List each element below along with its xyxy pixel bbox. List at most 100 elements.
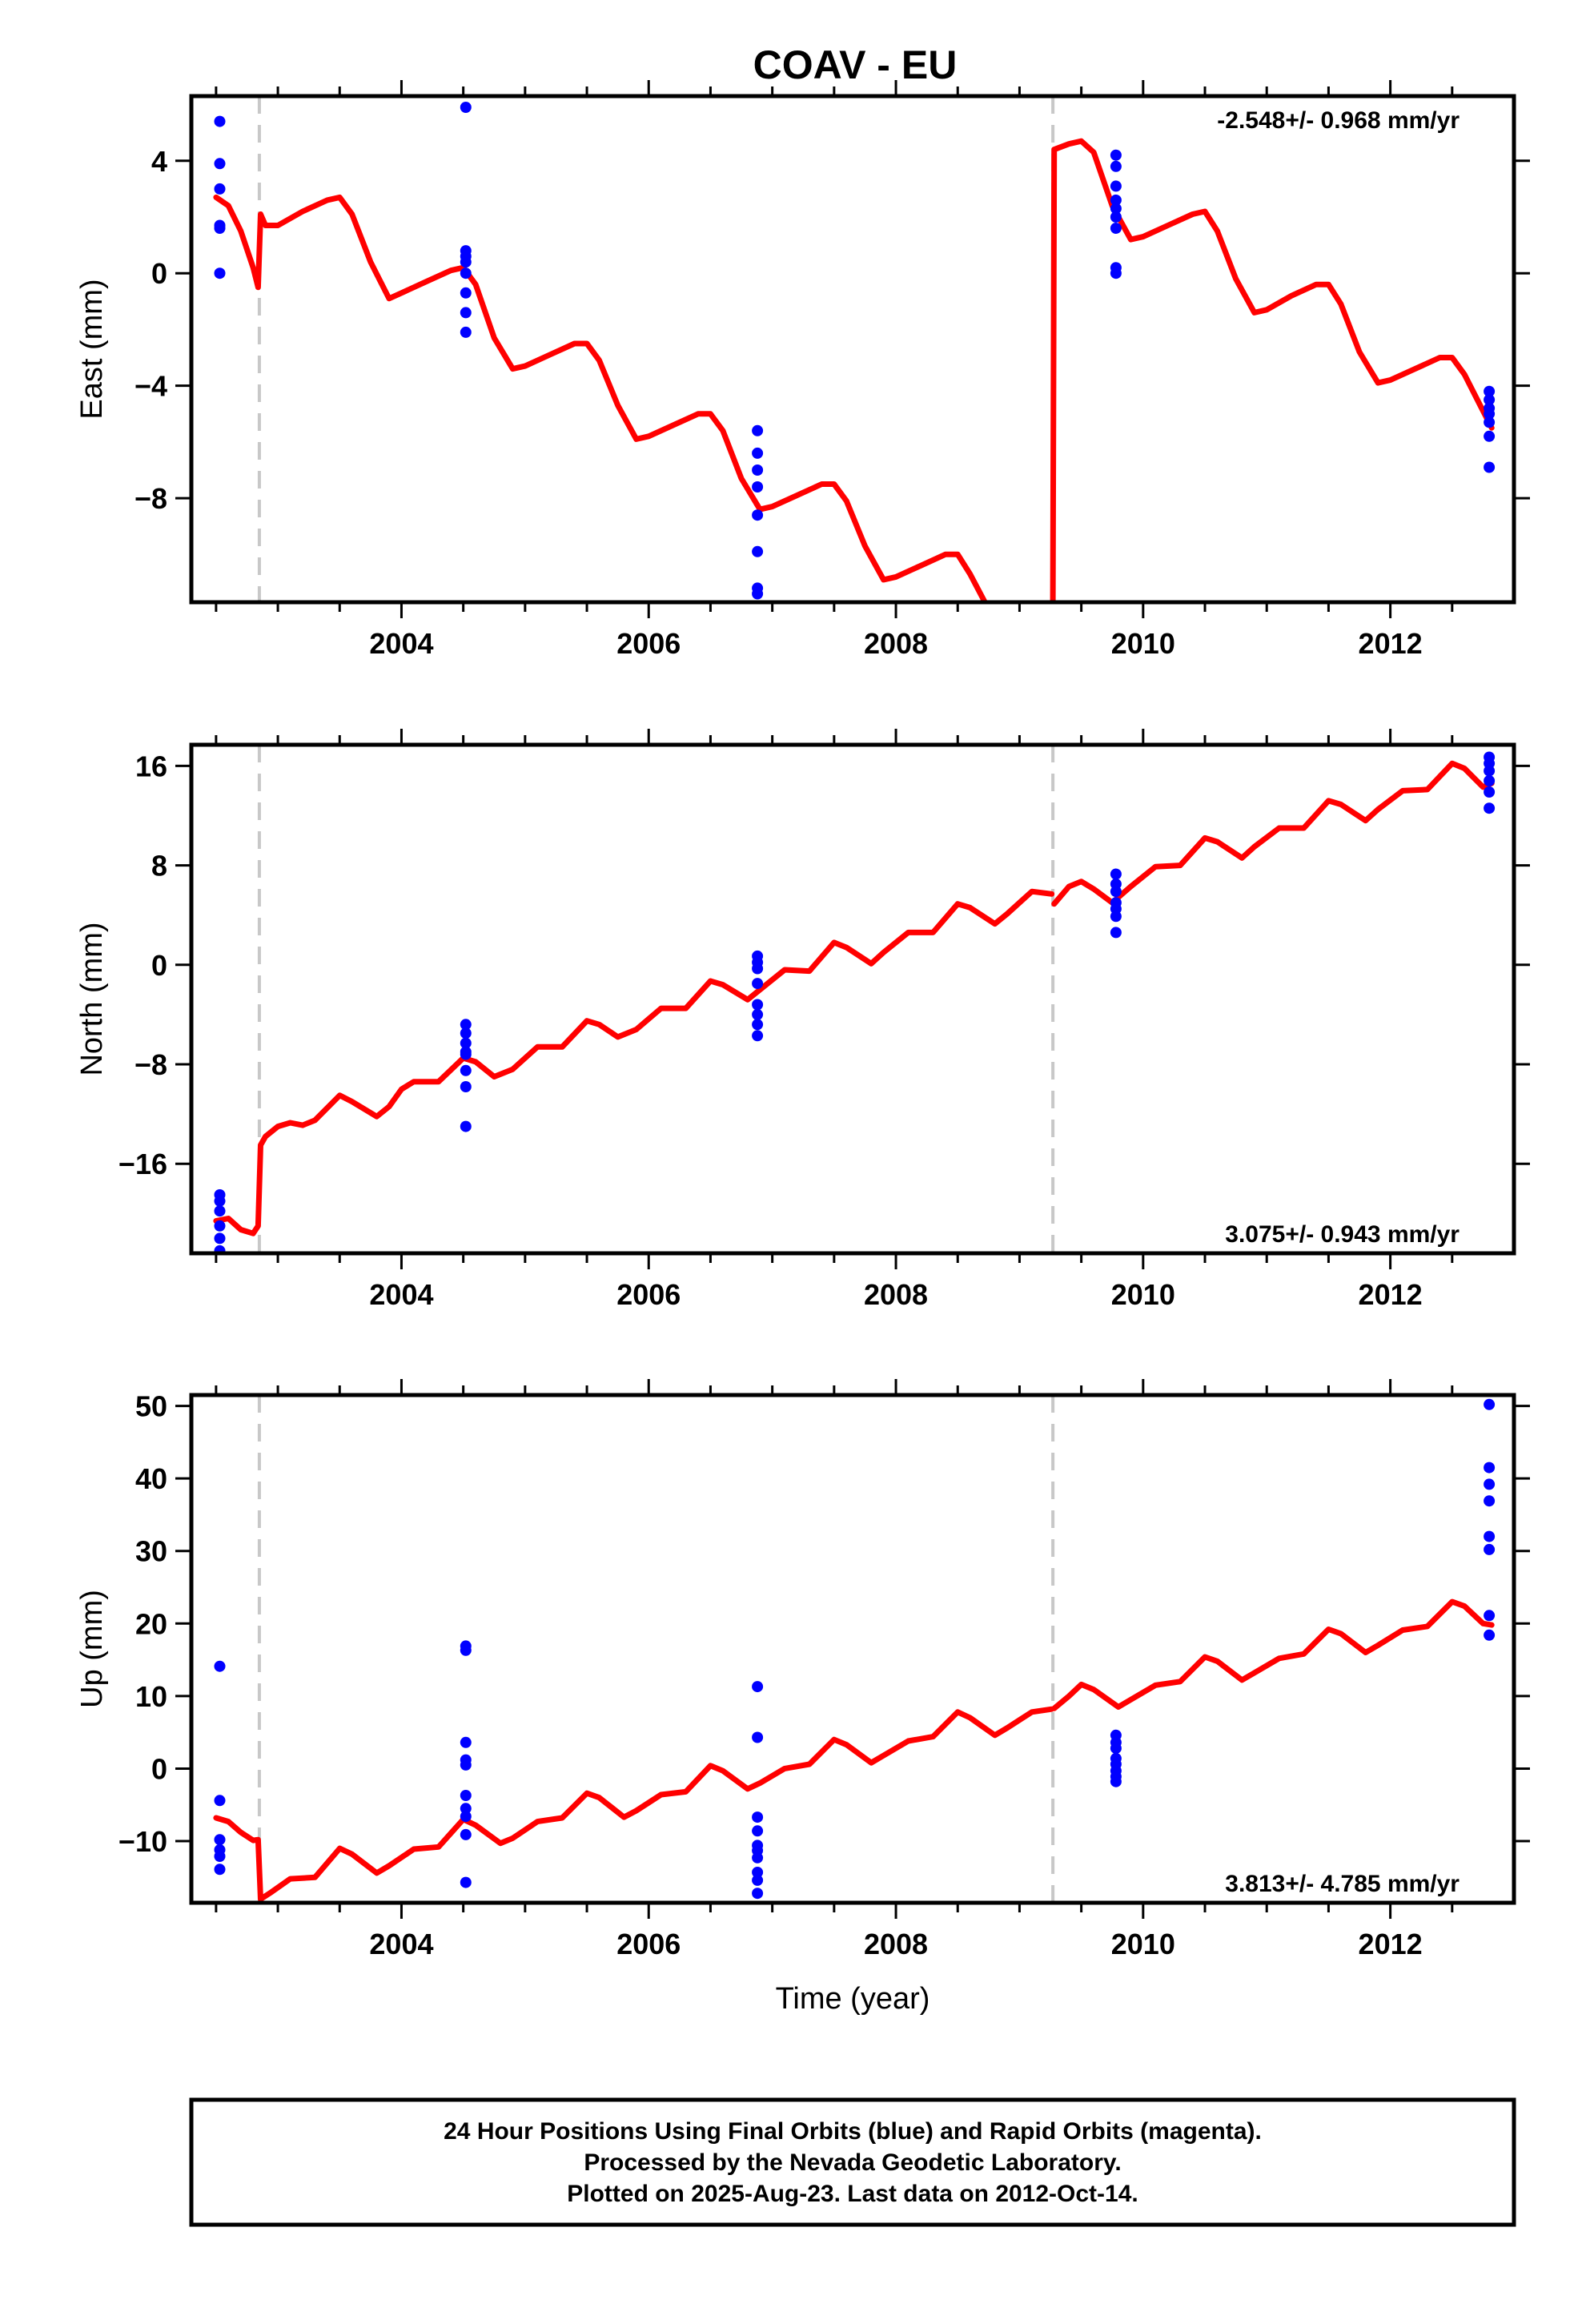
north-xtick-label-4: 2010 bbox=[1111, 1278, 1175, 1311]
up-ytick-label-5: 10 bbox=[135, 1680, 167, 1713]
east-data-point-27 bbox=[1110, 203, 1122, 215]
east-data-point-5 bbox=[214, 223, 226, 234]
east-data-point-20 bbox=[752, 545, 764, 557]
east-plot-frame bbox=[189, 94, 1516, 605]
east-rate-label: -2.548+/- 0.968 mm/yr bbox=[1217, 107, 1460, 134]
up-model-line-2 bbox=[1051, 1598, 1495, 1711]
east-data-point-25 bbox=[1110, 180, 1122, 192]
north-plot-area bbox=[213, 745, 1496, 1253]
north-xtick-label-1: 2004 bbox=[369, 1278, 433, 1311]
east-data-point-36 bbox=[1484, 416, 1496, 428]
north-data-point-4 bbox=[214, 1220, 226, 1232]
north-data-point-32 bbox=[1484, 765, 1496, 777]
up-data-point-37 bbox=[1484, 1478, 1496, 1490]
up-data-point-36 bbox=[1484, 1462, 1496, 1474]
up-data-point-34 bbox=[1110, 1775, 1122, 1787]
east-data-point-2 bbox=[214, 158, 226, 170]
up-data-point-24 bbox=[752, 1867, 764, 1878]
east-data-point-23 bbox=[1110, 149, 1122, 161]
north-data-point-8 bbox=[460, 1027, 472, 1039]
north-y-axis-label: North (mm) bbox=[75, 922, 109, 1076]
east-data-point-31 bbox=[1110, 267, 1122, 279]
east-model-line-2 bbox=[1050, 138, 1495, 602]
east-data-point-7 bbox=[460, 102, 472, 113]
north-ytick-label-5: −16 bbox=[118, 1148, 167, 1180]
north-data-point-22 bbox=[752, 1030, 764, 1042]
north-data-point-33 bbox=[1484, 775, 1496, 786]
north-data-point-19 bbox=[752, 999, 764, 1011]
up-data-point-3 bbox=[214, 1834, 226, 1846]
up-data-point-40 bbox=[1484, 1543, 1496, 1555]
up-data-point-8 bbox=[460, 1644, 472, 1656]
up-xtick-label-3: 2008 bbox=[864, 1928, 928, 1960]
east-data-point-37 bbox=[1484, 430, 1496, 442]
north-data-point-3 bbox=[214, 1205, 226, 1217]
east-xtick-label-4: 2010 bbox=[1111, 627, 1175, 660]
up-x-axis-label: Time (year) bbox=[776, 1982, 930, 2016]
north-data-point-21 bbox=[752, 1019, 764, 1031]
up-data-point-39 bbox=[1484, 1530, 1496, 1542]
up-data-point-29 bbox=[1110, 1743, 1122, 1755]
up-data-point-42 bbox=[1484, 1629, 1496, 1641]
up-ytick-label-2: 40 bbox=[135, 1462, 167, 1495]
up-data-point-14 bbox=[460, 1811, 472, 1823]
east-data-point-24 bbox=[1110, 160, 1122, 172]
up-data-point-38 bbox=[1484, 1495, 1496, 1507]
up-data-point-11 bbox=[460, 1759, 472, 1771]
up-xtick-label-2: 2006 bbox=[616, 1928, 681, 1960]
north-ytick-label-4: −8 bbox=[135, 1048, 167, 1081]
up-data-point-35 bbox=[1484, 1398, 1496, 1410]
east-data-point-35 bbox=[1484, 408, 1496, 420]
north-data-point-28 bbox=[1110, 911, 1122, 923]
up-data-point-2 bbox=[214, 1795, 226, 1807]
east-data-point-10 bbox=[460, 256, 472, 268]
east-panel: 2004 2006 2008 2010 2012 4 0 −4 −8 East (mm) -2.54… bbox=[75, 80, 1530, 660]
north-data-point-12 bbox=[460, 1064, 472, 1076]
up-data-point-25 bbox=[752, 1874, 764, 1886]
east-data-point-17 bbox=[752, 464, 764, 476]
up-data-point-17 bbox=[752, 1681, 764, 1693]
north-data-point-6 bbox=[214, 1244, 226, 1253]
north-data-point-29 bbox=[1110, 927, 1122, 939]
north-data-point-35 bbox=[1484, 802, 1496, 814]
east-xtick-label-1: 2004 bbox=[369, 627, 433, 660]
up-xtick-label-5: 2012 bbox=[1359, 1928, 1423, 1960]
up-xtick-label-4: 2010 bbox=[1111, 1928, 1175, 1960]
north-xtick-label-3: 2008 bbox=[864, 1278, 928, 1311]
east-data-point-19 bbox=[752, 509, 764, 521]
up-ytick-label-3: 30 bbox=[135, 1535, 167, 1568]
up-data-point-1 bbox=[214, 1660, 226, 1672]
up-data-point-13 bbox=[460, 1803, 472, 1815]
footer-frame bbox=[189, 2097, 1516, 2227]
up-model-line-1 bbox=[213, 1706, 1055, 1902]
north-panel: 2004 2006 2008 2010 2012 16 8 0 −8 −16 North (mm) 3… bbox=[75, 729, 1530, 1311]
east-data-point-26 bbox=[1110, 194, 1122, 206]
east-data-point-3 bbox=[214, 183, 226, 195]
east-data-point-16 bbox=[752, 447, 764, 459]
east-xtick-label-5: 2012 bbox=[1359, 627, 1423, 660]
east-data-point-33 bbox=[1484, 394, 1496, 406]
east-data-point-6 bbox=[214, 267, 226, 279]
east-data-point-28 bbox=[1110, 211, 1122, 223]
north-data-point-11 bbox=[460, 1048, 472, 1060]
chart-title: COAV - EU bbox=[753, 42, 958, 87]
up-plot-frame bbox=[189, 1393, 1516, 1905]
north-data-point-2 bbox=[214, 1195, 226, 1207]
east-data-point-14 bbox=[460, 326, 472, 338]
up-data-point-26 bbox=[752, 1888, 764, 1900]
north-data-point-18 bbox=[752, 978, 764, 990]
east-xtick-label-2: 2006 bbox=[616, 627, 681, 660]
north-plot-frame bbox=[189, 742, 1516, 1256]
north-data-point-13 bbox=[460, 1081, 472, 1092]
north-data-point-7 bbox=[460, 1019, 472, 1031]
north-xtick-label-5: 2012 bbox=[1359, 1278, 1423, 1311]
up-data-point-23 bbox=[752, 1852, 764, 1864]
north-xtick-label-2: 2006 bbox=[616, 1278, 681, 1311]
east-ytick-label-4: −8 bbox=[135, 482, 167, 515]
east-ytick-label-2: 0 bbox=[151, 257, 167, 290]
north-model-line-2 bbox=[1051, 760, 1495, 907]
up-data-point-5 bbox=[214, 1851, 226, 1862]
